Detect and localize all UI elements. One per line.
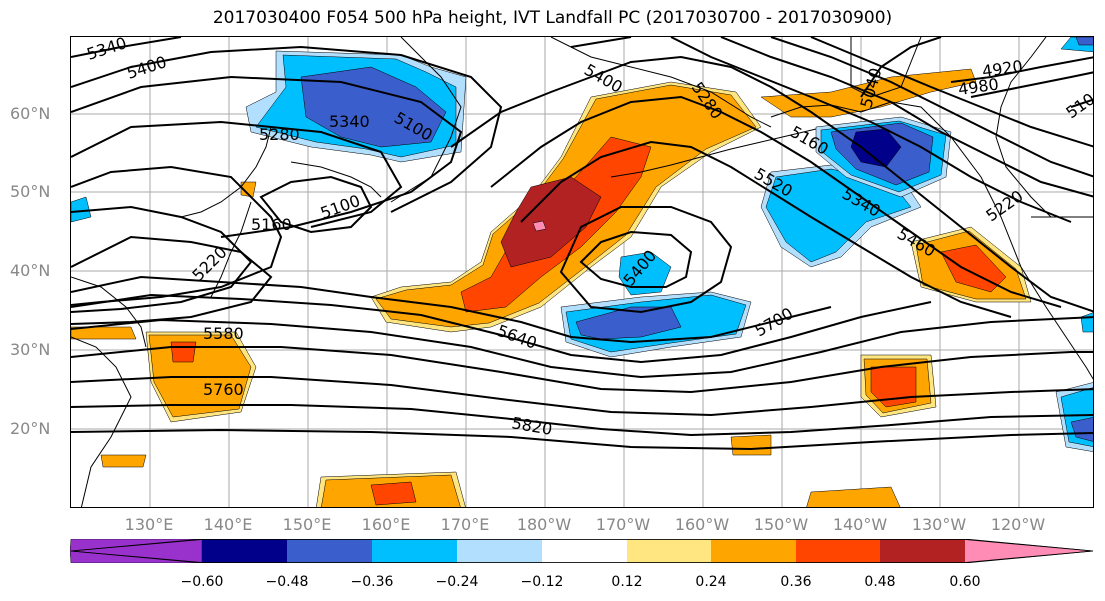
lon-label: 170°E: [440, 515, 490, 534]
colorbar-swatch: [202, 539, 287, 563]
colorbar-tick: 0.12: [611, 574, 643, 590]
contour-label: 5340: [329, 112, 370, 131]
contour-label: 4920: [981, 56, 1024, 80]
colorbar-tick: −0.48: [265, 574, 309, 590]
contour-label: 5160: [251, 215, 292, 234]
lon-label: 140°W: [832, 515, 888, 534]
lon-label: 130°E: [124, 515, 174, 534]
map-panel: 5340 5400 5280 5340 5100 5160 5220 5100 …: [70, 36, 1094, 508]
colorbar: [70, 539, 1094, 563]
colorbar-tick: 0.60: [949, 574, 981, 590]
lon-label: 160°W: [674, 515, 730, 534]
height-contours: [71, 37, 1093, 451]
colorbar-swatch: [457, 539, 542, 563]
colorbar-swatch: [711, 539, 796, 563]
colorbar-swatch: [70, 539, 203, 563]
colorbar-tick: −0.36: [350, 574, 394, 590]
lon-label: 150°E: [282, 515, 332, 534]
colorbar-swatch: [965, 539, 1093, 563]
colorbar-swatch: [287, 539, 372, 563]
colorbar-tick: 0.48: [864, 574, 896, 590]
contour-label: 5820: [510, 413, 553, 439]
contour-label: 5340: [84, 37, 129, 64]
lat-label: 40°N: [10, 261, 51, 280]
lat-label: 50°N: [10, 182, 51, 201]
lon-label: 150°W: [753, 515, 809, 534]
lat-label: 20°N: [10, 419, 51, 438]
contour-label: 5700: [752, 304, 797, 341]
colorbar-tick: 0.24: [695, 574, 727, 590]
lon-label: 170°W: [595, 515, 651, 534]
lon-label: 120°W: [990, 515, 1046, 534]
lon-label: 130°W: [911, 515, 967, 534]
lon-label: 140°E: [203, 515, 253, 534]
colorbar-swatch: [542, 539, 627, 563]
lat-label: 60°N: [10, 104, 51, 123]
colorbar-swatch: [372, 539, 457, 563]
contour-label: 5400: [124, 52, 169, 83]
coastlines: [71, 37, 1093, 507]
lat-label: 30°N: [10, 340, 51, 359]
lon-label: 160°E: [361, 515, 411, 534]
contour-label: 5580: [203, 324, 244, 343]
colorbar-tick: −0.12: [520, 574, 564, 590]
map-title: 2017030400 F054 500 hPa height, IVT Land…: [212, 8, 893, 28]
lon-label: 180°W: [516, 515, 572, 534]
contour-label: 5760: [203, 380, 244, 399]
colorbar-tick: −0.60: [180, 574, 224, 590]
contour-label: 5280: [259, 125, 300, 144]
colorbar-tick: 0.36: [780, 574, 812, 590]
colorbar-tick: −0.24: [435, 574, 479, 590]
colorbar-swatch: [796, 539, 880, 563]
colorbar-swatch: [880, 539, 965, 563]
ivt-height-map: 5340 5400 5280 5340 5100 5160 5220 5100 …: [71, 37, 1094, 507]
contour-label: 5100: [318, 191, 363, 223]
contour-label: 510: [1062, 89, 1094, 122]
colorbar-swatch: [627, 539, 711, 563]
